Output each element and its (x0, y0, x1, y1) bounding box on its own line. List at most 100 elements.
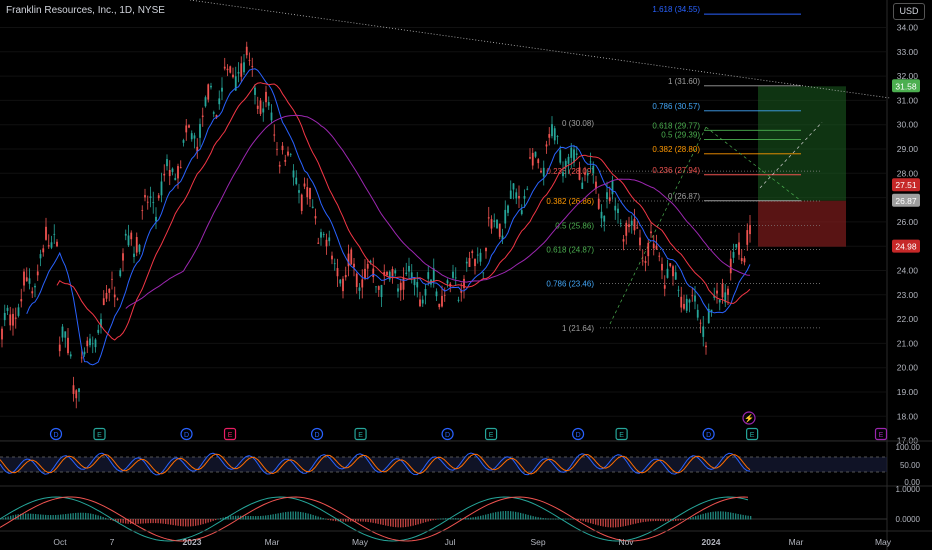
histogram-bar (680, 519, 682, 521)
candle-body (168, 170, 171, 177)
histogram-bar (562, 518, 564, 520)
candle-body (471, 251, 474, 254)
histogram-bar (147, 519, 149, 524)
currency-button[interactable]: USD (893, 3, 925, 20)
histogram-bar (260, 515, 262, 520)
candle-body (518, 196, 520, 199)
histogram-bar (30, 513, 32, 520)
price-tag-bg (892, 79, 920, 93)
candle-body (496, 219, 498, 229)
histogram-bar (710, 512, 712, 520)
time-tick: 2024 (702, 537, 721, 547)
histogram-bar (100, 516, 102, 520)
candle-body (397, 288, 399, 292)
histogram-bar (695, 516, 697, 520)
price-tick: 30.00 (897, 120, 919, 130)
histogram-bar (625, 519, 627, 526)
histogram-bar (650, 519, 652, 522)
candle-body (369, 260, 372, 263)
candle-body (683, 303, 685, 309)
histogram-bar (502, 511, 504, 520)
candle-body (650, 231, 652, 234)
candle-body (215, 115, 218, 118)
candle-body (226, 68, 229, 71)
time-tick: 2023 (183, 537, 202, 547)
histogram-bar (62, 514, 64, 520)
histogram-bar (592, 519, 594, 524)
candle-body (364, 268, 366, 279)
candle-body (339, 279, 342, 284)
candle-body (157, 195, 160, 199)
histogram-bar (92, 514, 94, 520)
candle-body (559, 150, 562, 163)
histogram-bar (150, 519, 152, 524)
histogram-bar (242, 515, 244, 520)
histogram-bar (172, 519, 174, 526)
candle-body (251, 66, 254, 67)
histogram-bar (495, 512, 497, 520)
histogram-bar (182, 519, 184, 527)
histogram-bar (120, 519, 122, 523)
histogram-bar (725, 511, 727, 520)
candle-body (58, 344, 61, 352)
histogram-bar (540, 517, 542, 520)
candle-body (468, 258, 471, 267)
candle-body (540, 170, 542, 173)
fib-level-label: 1 (21.64) (562, 324, 594, 333)
price-tag-label: 26.87 (895, 196, 917, 206)
histogram-bar (607, 519, 609, 528)
candle-body (628, 224, 630, 228)
dividend-label: D (706, 432, 711, 439)
histogram-bar (652, 519, 654, 522)
candle-body (377, 286, 380, 290)
candle-body (421, 299, 424, 304)
candle-body (204, 97, 207, 107)
histogram-bar (247, 515, 249, 520)
candle-body (50, 242, 53, 248)
candle-body (735, 244, 738, 248)
histogram-bar (365, 519, 367, 522)
price-tick: 31.00 (897, 95, 919, 105)
candle-body (531, 152, 534, 166)
histogram-bar (155, 519, 157, 524)
histogram-bar (532, 516, 534, 520)
histogram-bar (422, 519, 424, 523)
candle-body (463, 278, 465, 288)
histogram-bar (387, 519, 389, 527)
histogram-bar (232, 515, 234, 520)
candle-body (611, 180, 614, 195)
histogram-bar (667, 519, 669, 522)
candle-body (625, 222, 628, 236)
histogram-bar (360, 519, 362, 522)
histogram-bar (707, 512, 709, 520)
dividend-marker (310, 427, 324, 441)
price-tick: 26.00 (897, 217, 919, 227)
histogram-bar (612, 519, 614, 528)
candle-body (259, 100, 262, 114)
candle-body (262, 108, 265, 113)
candle-body (144, 195, 146, 198)
histogram-bar (140, 519, 142, 524)
histogram-bar (87, 513, 89, 520)
histogram-bar (577, 519, 579, 521)
earnings-label: E (489, 432, 494, 439)
histogram-bar (632, 519, 634, 525)
histogram-bar (195, 519, 197, 526)
candle-body (240, 63, 243, 77)
candle-body (617, 208, 619, 213)
candle-body (457, 299, 460, 301)
candle-body (207, 84, 210, 100)
candle-body (380, 285, 383, 298)
price-tick: 29.00 (897, 144, 919, 154)
price-tick: 24.00 (897, 266, 919, 276)
histogram-bar (522, 513, 524, 520)
histogram-bar (677, 519, 679, 521)
candle-body (270, 112, 273, 121)
candle-body (556, 136, 559, 137)
histogram-bar (520, 512, 522, 520)
candle-body (141, 210, 144, 211)
candle-body (366, 263, 369, 269)
candle-body (267, 102, 270, 106)
price-tick: 33.00 (897, 47, 919, 57)
